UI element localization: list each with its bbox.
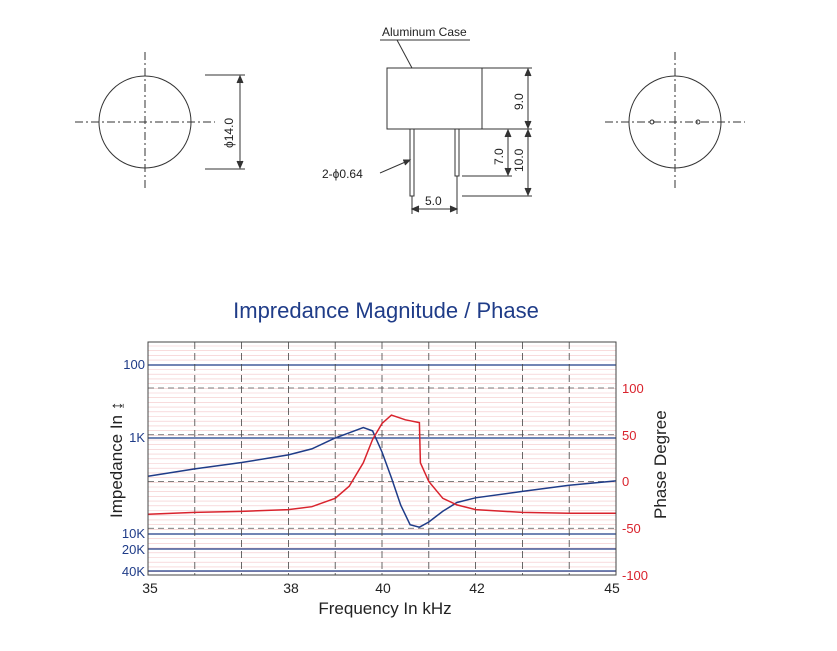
phase-series-line [147, 414, 616, 515]
plot-frame-overlay [147, 341, 617, 576]
vertical-grid [194, 342, 570, 575]
side-view [379, 39, 532, 214]
left-tick-40k: 40K [122, 564, 145, 579]
pin-length-b-label: 10.0 [512, 148, 526, 172]
pin-label: 2-ϕ0.64 [322, 167, 363, 181]
left-tick-100: 100 [123, 357, 145, 372]
pinlen-a-arrow-bottom [504, 167, 512, 177]
left-tick-10k: 10K [122, 526, 145, 541]
height-arrow-top [524, 67, 532, 77]
right-tick-0: 0 [622, 474, 629, 489]
x-tick-40: 40 [375, 580, 391, 596]
bottom-view [605, 52, 745, 190]
pitch-arrow-right [449, 205, 459, 213]
right-tick-50: 50 [622, 428, 636, 443]
left-axis-title: Impedance In ↨ [107, 402, 126, 518]
chart-title: Impredance Magnitude / Phase [233, 298, 539, 323]
pinlen-a-arrow-top [504, 128, 512, 138]
pinlen-b-arrow-top [524, 128, 532, 138]
pinlen-b-arrow-bottom [524, 187, 532, 197]
pin-hole-left [649, 119, 655, 125]
diameter-arrow-top [236, 74, 244, 84]
left-axis-ticks: 100 1K 10K 20K 40K [122, 357, 145, 579]
x-tick-35: 35 [142, 580, 158, 596]
x-tick-38: 38 [283, 580, 299, 596]
diameter-arrow-bottom [236, 160, 244, 170]
right-axis-ticks: 100 50 0 -50 -100 [622, 381, 648, 583]
pin-left [409, 128, 415, 197]
x-tick-45: 45 [604, 580, 620, 596]
x-tick-42: 42 [469, 580, 485, 596]
left-tick-20k: 20K [122, 542, 145, 557]
right-axis-title: Phase Degree [651, 410, 670, 519]
pin-leader-arrow [403, 159, 412, 166]
case-body [386, 67, 483, 130]
pin-right [454, 128, 460, 177]
impedance-series-line [147, 426, 617, 529]
diameter-label: ϕ14.0 [222, 118, 236, 148]
pin-length-a-label: 7.0 [492, 148, 506, 165]
chart-plot-area [147, 341, 617, 576]
height-label: 9.0 [512, 93, 526, 110]
x-axis-ticks: 35 38 40 42 45 [142, 580, 620, 596]
right-tick-minus100: -100 [622, 568, 648, 583]
right-tick-minus50: -50 [622, 521, 641, 536]
right-tick-100: 100 [622, 381, 644, 396]
x-axis-title: Frequency In kHz [318, 599, 451, 618]
dimension-drawing: ϕ14.0 [75, 25, 745, 214]
case-leader [396, 39, 413, 69]
pitch-arrow-left [410, 205, 420, 213]
pin-hole-right [695, 119, 701, 125]
top-view [75, 52, 245, 190]
pitch-label: 5.0 [425, 194, 442, 208]
left-tick-1k: 1K [129, 430, 145, 445]
height-arrow-bottom [524, 120, 532, 130]
case-label: Aluminum Case [382, 25, 467, 39]
